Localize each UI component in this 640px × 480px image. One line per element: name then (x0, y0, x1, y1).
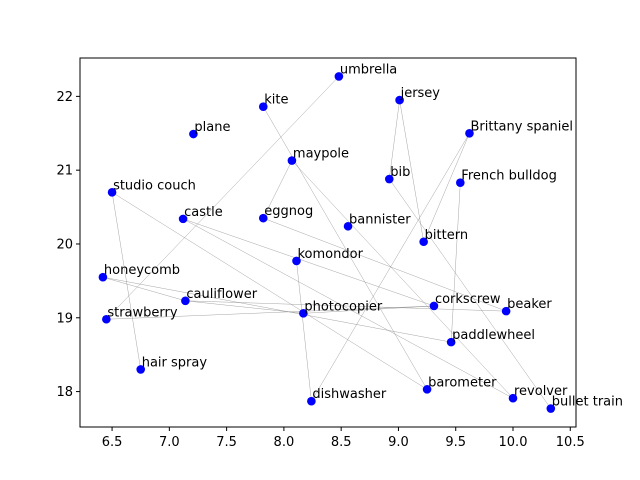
plot-area-frame (79, 57, 577, 428)
points-layer (98, 72, 556, 413)
point-kite (258, 102, 268, 112)
edge-jersey-to-bib (389, 100, 400, 180)
edge-strawberry-to-corkscrew (106, 305, 434, 320)
point-label-komondor: komondor (297, 247, 363, 262)
point-label-bib: bib (390, 165, 410, 180)
point-paddlewheel (446, 337, 456, 347)
edge-cauliflower-to-photocopier (185, 300, 304, 314)
point-revolver (508, 393, 518, 403)
point-label-castle: castle (184, 205, 223, 220)
point-bittern (419, 237, 428, 247)
point-maypole (287, 156, 297, 165)
edge-kite-to-barometer (263, 106, 428, 390)
point-studio-couch (107, 188, 117, 197)
point-plane (189, 129, 198, 139)
y-tick-label: 22 (56, 90, 73, 105)
point-label-barometer: barometer (428, 375, 497, 390)
point-label-brittany-spaniel: Brittany spaniel (470, 119, 573, 134)
point-cauliflower (181, 296, 190, 306)
point-label-bittern: bittern (425, 228, 468, 243)
point-beaker (501, 306, 511, 316)
point-brittany-spaniel (465, 128, 474, 138)
point-bannister (343, 221, 353, 231)
edge-brittany-spaniel-to-dishwasher (311, 133, 470, 402)
edge-honeycomb-to-cauliflower (102, 276, 186, 302)
edge-castle-to-corkscrew (183, 218, 435, 307)
x-tick-label: 8.0 (274, 435, 295, 450)
point-eggnog (258, 213, 268, 223)
x-tick-label: 9.5 (445, 435, 466, 450)
edge-eggnog-to-beaker (263, 217, 507, 312)
edge-studio-couch-to-hair-spray (111, 192, 141, 370)
y-tick-label: 18 (56, 385, 73, 400)
point-bib (384, 174, 394, 184)
point-strawberry (102, 314, 111, 324)
edge-maypole-to-eggnog (263, 160, 293, 219)
point-label-jersey: jersey (400, 86, 441, 101)
point-photocopier (299, 309, 308, 318)
point-label-corkscrew: corkscrew (435, 292, 501, 307)
edges-layer (102, 76, 552, 409)
point-honeycomb (98, 272, 108, 282)
x-tick-label: 6.5 (102, 435, 123, 450)
edge-brittany-spaniel-to-bittern (423, 133, 470, 242)
point-label-paddlewheel: paddlewheel (452, 328, 535, 343)
point-label-kite: kite (264, 93, 288, 108)
point-castle (178, 214, 188, 224)
point-komondor (292, 256, 301, 266)
x-tick-label: 7.5 (216, 435, 237, 450)
edge-bib-to-bullet-train (389, 178, 552, 409)
edge-honeycomb-to-paddlewheel (102, 276, 452, 343)
point-label-dishwasher: dishwasher (312, 387, 386, 402)
point-label-photocopier: photocopier (304, 299, 382, 314)
point-label-eggnog: eggnog (264, 204, 313, 219)
x-tick-label: 9.0 (388, 435, 409, 450)
x-tick-label: 10.0 (499, 435, 528, 450)
edge-photocopier-to-corkscrew (303, 305, 434, 314)
point-dishwasher (307, 396, 316, 406)
point-label-maypole: maypole (293, 147, 349, 162)
y-tick-label: 20 (56, 237, 73, 252)
point-barometer (422, 385, 432, 394)
x-tick-label: 10.5 (556, 435, 585, 450)
point-label-revolver: revolver (514, 384, 568, 399)
point-label-bullet-train: bullet train (552, 395, 623, 410)
x-tick-label: 7.0 (159, 435, 180, 450)
y-axis-ticks: 18 19 20 21 22 (56, 90, 80, 400)
point-jersey (395, 95, 404, 105)
edge-french-bulldog-to-paddlewheel (450, 182, 461, 343)
point-hair-spray (136, 365, 146, 374)
y-tick-label: 21 (56, 164, 73, 179)
edge-castle-to-revolver (182, 218, 514, 399)
edge-studio-couch-to-barometer (111, 192, 428, 390)
point-label-umbrella: umbrella (340, 62, 397, 77)
point-label-strawberry: strawberry (107, 305, 178, 320)
point-label-beaker: beaker (507, 297, 552, 312)
edge-cauliflower-to-beaker (185, 300, 507, 312)
point-label-bannister: bannister (349, 212, 411, 227)
edge-umbrella-to-strawberry (106, 76, 340, 320)
edge-maypole-to-revolver (291, 160, 514, 399)
point-umbrella (334, 72, 344, 81)
x-tick-label: 8.5 (331, 435, 352, 450)
edge-komondor-to-dishwasher (296, 260, 312, 402)
point-label-plane: plane (194, 120, 230, 135)
point-corkscrew (429, 301, 439, 311)
point-label-cauliflower: cauliflower (186, 287, 257, 302)
x-axis-ticks: 6.5 7.0 7.5 8.0 8.5 9.0 9.5 10.0 10.5 (102, 427, 585, 450)
point-label-honeycomb: honeycomb (104, 263, 180, 278)
point-label-french-bulldog: French bulldog (461, 169, 557, 184)
point-french-bulldog (456, 178, 465, 188)
y-tick-label: 19 (56, 311, 73, 326)
point-label-studio-couch: studio couch (113, 178, 196, 193)
point-label-hair-spray: hair spray (142, 355, 208, 370)
point-bullet-train (546, 404, 556, 413)
